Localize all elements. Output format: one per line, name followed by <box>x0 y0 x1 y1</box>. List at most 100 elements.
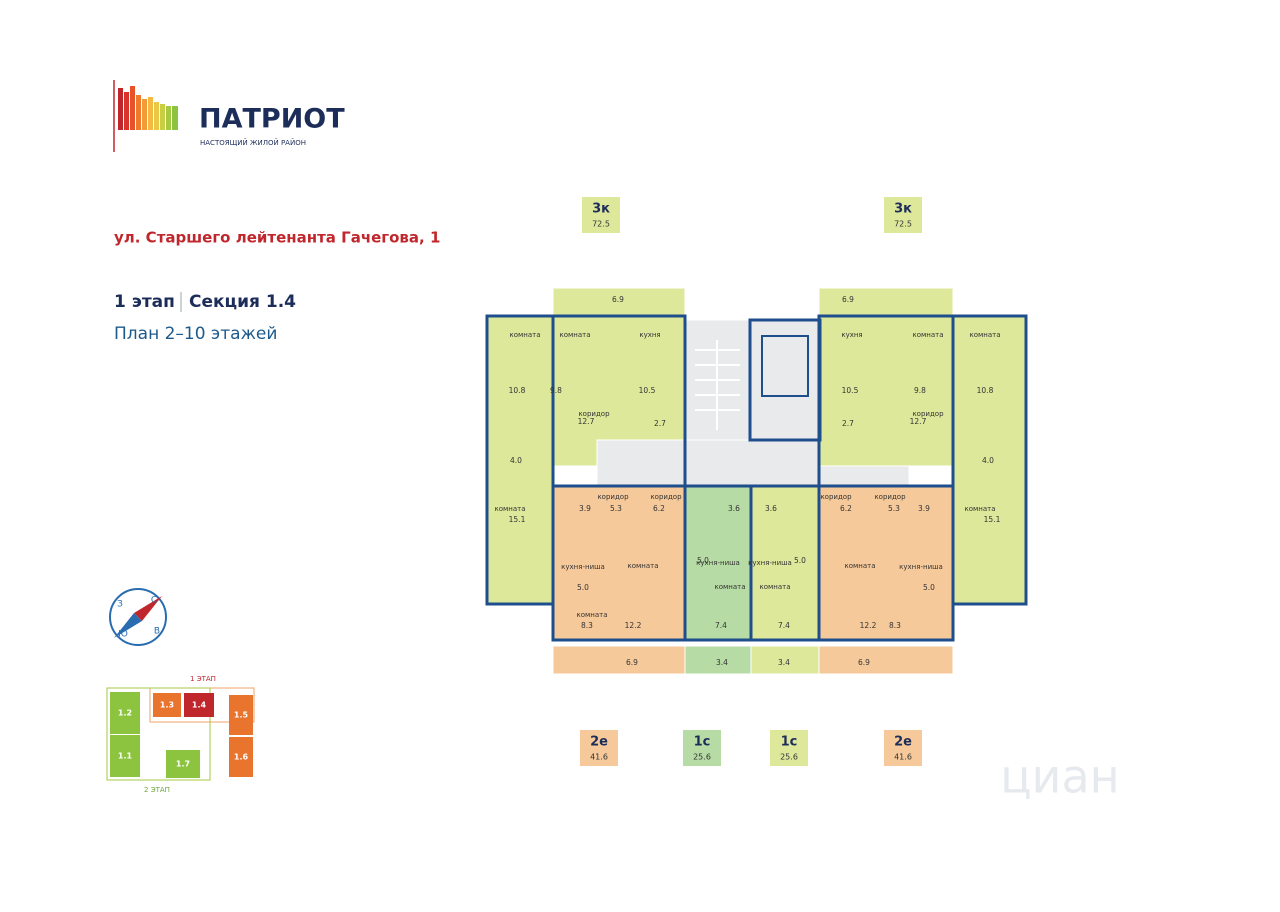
apartment-type: 3к <box>894 202 912 217</box>
room-label: кухня-ниша <box>696 559 740 567</box>
room-area-label: 6.9 <box>626 658 638 667</box>
room-area-label: 3.4 <box>778 658 790 667</box>
room-label: комната <box>844 562 875 570</box>
apartment-badge <box>580 730 618 766</box>
room-area-label: 6.2 <box>840 504 852 513</box>
apartment-area: 72.5 <box>592 220 610 229</box>
room-area <box>818 485 954 641</box>
compass-east: В <box>154 627 160 637</box>
compass-south: Ю <box>118 630 128 640</box>
room-area-label: 6.9 <box>858 658 870 667</box>
room-area-label: 12.2 <box>625 621 642 630</box>
room-label: комната <box>964 505 995 513</box>
room-area-label: 7.4 <box>715 621 727 630</box>
room-area-label: 12.2 <box>860 621 877 630</box>
stairs <box>695 340 740 430</box>
logo-subtitle: НАСТОЯЩИЙ ЖИЛОЙ РАЙОН <box>200 138 306 147</box>
site-map-stage1: 1 ЭТАП <box>190 675 216 683</box>
apartment-type: 1с <box>781 735 798 750</box>
apartment-area: 25.6 <box>693 753 711 762</box>
room-label: коридор <box>650 493 682 501</box>
room-label: коридор <box>912 410 944 418</box>
room-label: кухня-ниша <box>748 559 792 567</box>
room-area-label: 10.5 <box>639 386 656 395</box>
site-section-label: 1.5 <box>234 711 249 720</box>
wall <box>748 318 822 442</box>
site-section-label: 1.1 <box>118 752 133 761</box>
watermark: циан <box>1000 750 1119 804</box>
logo-title: ПАТРИОТ <box>199 104 345 135</box>
room-label: комната <box>509 331 540 339</box>
room-area-label: 4.0 <box>982 456 994 465</box>
apartment-area: 25.6 <box>780 753 798 762</box>
room-area-label: 4.0 <box>510 456 522 465</box>
room-area <box>552 287 686 317</box>
room-area-label: 5.0 <box>794 556 806 565</box>
logo-mark <box>113 80 178 152</box>
site-section <box>184 693 214 717</box>
room-label: коридор <box>578 410 610 418</box>
site-map-stage2: 2 ЭТАП <box>144 786 170 794</box>
building <box>485 287 1028 675</box>
site-section <box>229 695 253 735</box>
apartment-badge <box>884 730 922 766</box>
apartment-badge <box>884 197 922 233</box>
site-section <box>110 692 140 734</box>
labels: 3к 72.5 3к 72.5 2е 41.6 1с 25.6 1с 25.6 2е 41.6 комн… <box>494 197 1001 766</box>
room-area-label: 5.3 <box>610 504 622 513</box>
room-area-label: 3.6 <box>765 504 777 513</box>
room-area-label: 8.3 <box>889 621 901 630</box>
site-section-label: 1.6 <box>234 753 249 762</box>
room-area-label: 5.0 <box>923 583 935 592</box>
compass-north: С <box>151 596 157 606</box>
room-area-label: 10.5 <box>842 386 859 395</box>
apartment-type: 2е <box>894 735 912 750</box>
room-label: кухня-ниша <box>561 563 605 571</box>
room-area-label: 2.7 <box>842 419 854 428</box>
room-area-label: 10.8 <box>977 386 994 395</box>
site-section <box>166 750 200 778</box>
site-section-label: 1.4 <box>192 701 207 710</box>
apartment-area: 41.6 <box>590 753 608 762</box>
site-section <box>110 735 140 777</box>
room-area-label: 15.1 <box>984 515 1001 524</box>
site-section-label: 1.3 <box>160 701 174 710</box>
room-label: коридор <box>874 493 906 501</box>
room-label: комната <box>759 583 790 591</box>
room-label: комната <box>627 562 658 570</box>
room-label: кухня <box>841 331 862 339</box>
address: ул. Старшего лейтенанта Гачегова, 1 <box>114 229 440 247</box>
apartment-type: 3к <box>592 202 610 217</box>
room-label: кухня-ниша <box>899 563 943 571</box>
room-area-label: 6.2 <box>653 504 665 513</box>
wall <box>951 314 1028 606</box>
site-map: 1.1 1.2 1.3 1.4 1.5 1.6 1.7 <box>106 687 255 781</box>
compass <box>109 588 167 646</box>
stage: 1 этап <box>114 292 175 312</box>
apartment-badge <box>582 197 620 233</box>
site-section <box>229 737 253 777</box>
apartment-area: 41.6 <box>894 753 912 762</box>
room-area-label: 5.0 <box>577 583 589 592</box>
apartment-type: 1с <box>694 735 711 750</box>
room-area <box>749 319 821 441</box>
room-area-label: 7.4 <box>778 621 790 630</box>
room-area-label: 3.4 <box>716 658 728 667</box>
room-area-label: 3.6 <box>728 504 740 513</box>
compass-west: З <box>117 600 123 610</box>
room-area-label: 9.8 <box>550 386 562 395</box>
room-label: комната <box>714 583 745 591</box>
apartment-badge <box>683 730 721 766</box>
room-area-label: 2.7 <box>654 419 666 428</box>
room-area <box>952 315 1027 605</box>
room-area-label: 6.9 <box>842 295 854 304</box>
apartment-area: 72.5 <box>894 220 912 229</box>
room-label: комната <box>576 611 607 619</box>
room-area <box>818 287 954 317</box>
room-area <box>552 645 686 675</box>
room-label: коридор <box>820 493 852 501</box>
room-area-label: 3.9 <box>918 504 930 513</box>
room-label: комната <box>559 331 590 339</box>
room-label: коридор <box>597 493 629 501</box>
